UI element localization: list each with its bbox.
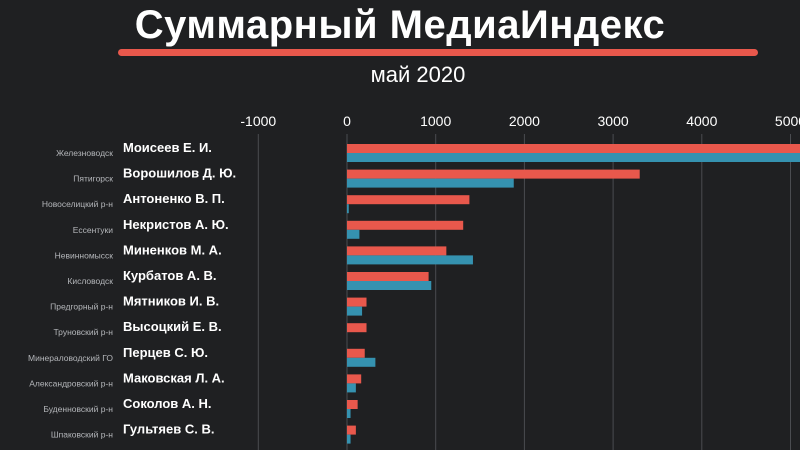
bar-series-red bbox=[347, 297, 367, 307]
bar-series-red bbox=[347, 169, 640, 179]
x-axis-ticks: -1000 0 1000 2000 3000 4000 5000 bbox=[240, 113, 800, 129]
bar-series-red bbox=[347, 220, 464, 230]
bar-series-red bbox=[347, 348, 365, 358]
bar-series-blue bbox=[347, 434, 351, 444]
row-location-label: Железноводск bbox=[56, 148, 113, 158]
row-location-label: Предгорный р-н bbox=[50, 302, 113, 312]
bar-series-red bbox=[347, 400, 358, 409]
bar-series-blue bbox=[347, 409, 351, 418]
row-location-label: Минераловодский ГО bbox=[28, 353, 113, 363]
chart-subtitle: май 2020 bbox=[370, 62, 466, 87]
x-tick-label: 0 bbox=[343, 113, 351, 129]
row-name-label: Миненков М. А. bbox=[123, 242, 222, 257]
row-location-label: Шпаковский р-н bbox=[51, 430, 113, 440]
bar-series-red bbox=[347, 144, 800, 153]
bar-series-red bbox=[347, 195, 470, 205]
bar-series-blue bbox=[347, 306, 363, 316]
row-location-label: Александровский р-н bbox=[29, 378, 113, 388]
row-location-label: Труновский р-н bbox=[53, 327, 113, 337]
bar-series-blue bbox=[347, 204, 349, 214]
bar-series-red bbox=[347, 425, 356, 435]
row-name-label: Гультяев С. В. bbox=[123, 422, 214, 437]
row-name-label: Маковская Л. А. bbox=[123, 370, 225, 385]
row-location-label: Невинномысск bbox=[55, 250, 114, 260]
bar-series-blue bbox=[347, 357, 376, 367]
grid-lines bbox=[257, 134, 791, 450]
row-name-label: Моисеев Е. И. bbox=[123, 140, 212, 155]
bar-series-blue bbox=[347, 153, 800, 162]
chart-title: Суммарный МедиаИндекс bbox=[134, 3, 666, 47]
bar-series-blue bbox=[347, 255, 473, 265]
bar-series-red bbox=[347, 323, 367, 333]
bar-series-red bbox=[347, 272, 429, 281]
bars bbox=[347, 144, 800, 444]
row-name-label: Соколов А. Н. bbox=[123, 396, 212, 411]
row-location-label: Новоселицкий р-н bbox=[42, 199, 113, 209]
x-tick-label: 5000 bbox=[775, 113, 800, 129]
title-underline bbox=[118, 49, 758, 56]
bar-series-blue bbox=[347, 281, 432, 290]
x-tick-label: 4000 bbox=[686, 113, 717, 129]
row-name-label: Курбатов А. В. bbox=[123, 268, 217, 283]
x-tick-label: 3000 bbox=[598, 113, 629, 129]
row-location-label: Пятигорск bbox=[73, 174, 113, 184]
bar-series-blue bbox=[347, 383, 356, 393]
row-location-label: Кисловодск bbox=[67, 276, 113, 286]
x-tick-label: 2000 bbox=[509, 113, 540, 129]
row-name-label: Перцев С. Ю. bbox=[123, 345, 208, 360]
row-labels: Железноводск Моисеев Е. И. Пятигорск Вороши… bbox=[28, 140, 236, 440]
row-name-label: Высоцкий Е. В. bbox=[123, 319, 222, 334]
row-name-label: Ворошилов Д. Ю. bbox=[123, 166, 236, 181]
row-location-label: Буденновский р-н bbox=[43, 404, 113, 414]
bar-series-blue bbox=[347, 178, 514, 188]
bar-series-red bbox=[347, 246, 447, 256]
row-name-label: Мятников И. В. bbox=[123, 294, 219, 309]
bar-series-blue bbox=[347, 229, 360, 239]
x-tick-label: -1000 bbox=[240, 113, 276, 129]
x-tick-label: 1000 bbox=[420, 113, 451, 129]
row-name-label: Антоненко В. П. bbox=[123, 191, 225, 206]
row-location-label: Ессентуки bbox=[73, 225, 113, 235]
row-name-label: Некристов А. Ю. bbox=[123, 217, 229, 232]
bar-series-red bbox=[347, 374, 362, 384]
